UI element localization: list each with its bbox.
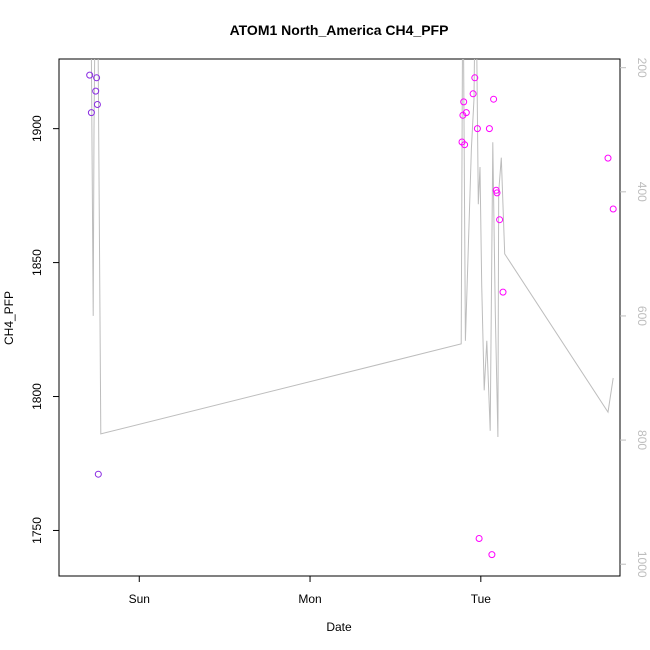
data-point-13 — [473, 125, 481, 133]
x-tick-label: Sun — [129, 592, 150, 606]
y-tick-label: 1850 — [30, 249, 44, 276]
y-axis-left: 1750 1800 1850 1900 — [30, 115, 59, 544]
y-axis-label: CH4_PFP — [2, 291, 16, 345]
data-point-5 — [94, 470, 102, 478]
data-point-15 — [485, 125, 493, 133]
altitude-series-line — [90, 59, 614, 438]
data-point-21 — [499, 288, 507, 296]
x-axis-label: Date — [326, 620, 352, 634]
y2-tick-label: 400 — [635, 182, 649, 202]
data-point-11 — [469, 90, 477, 98]
data-point-8 — [460, 98, 468, 106]
data-point-0 — [86, 71, 94, 79]
data-point-10 — [462, 109, 470, 117]
y2-tick-label: 200 — [635, 58, 649, 78]
data-point-3 — [93, 74, 101, 82]
y2-tick-label: 800 — [635, 430, 649, 450]
chart-title: ATOM1 North_America CH4_PFP — [230, 22, 449, 38]
x-tick-label: Mon — [298, 592, 321, 606]
data-point-20 — [496, 216, 504, 224]
y2-tick-label: 600 — [635, 306, 649, 326]
data-point-14 — [475, 535, 483, 542]
data-point-1 — [87, 109, 95, 117]
y-axis-right: 200 400 600 800 1000 — [620, 58, 649, 578]
y-tick-label: 1900 — [30, 115, 44, 142]
data-point-19 — [493, 189, 501, 197]
y-tick-label: 1800 — [30, 383, 44, 410]
data-point-9 — [461, 141, 469, 149]
y2-tick-label: 1000 — [635, 551, 649, 578]
data-point-16 — [488, 551, 496, 559]
plot-frame — [58, 58, 621, 577]
data-point-22 — [604, 154, 612, 162]
x-tick-label: Tue — [471, 592, 492, 606]
data-point-4 — [93, 101, 101, 108]
y-tick-label: 1750 — [30, 517, 44, 544]
altitude-line-layer — [90, 59, 614, 438]
data-point-2 — [92, 87, 100, 95]
data-point-17 — [490, 95, 498, 103]
data-point-12 — [471, 74, 479, 82]
x-axis: Sun Mon Tue — [129, 576, 492, 606]
data-point-23 — [609, 205, 617, 213]
points-layer — [86, 71, 617, 559]
